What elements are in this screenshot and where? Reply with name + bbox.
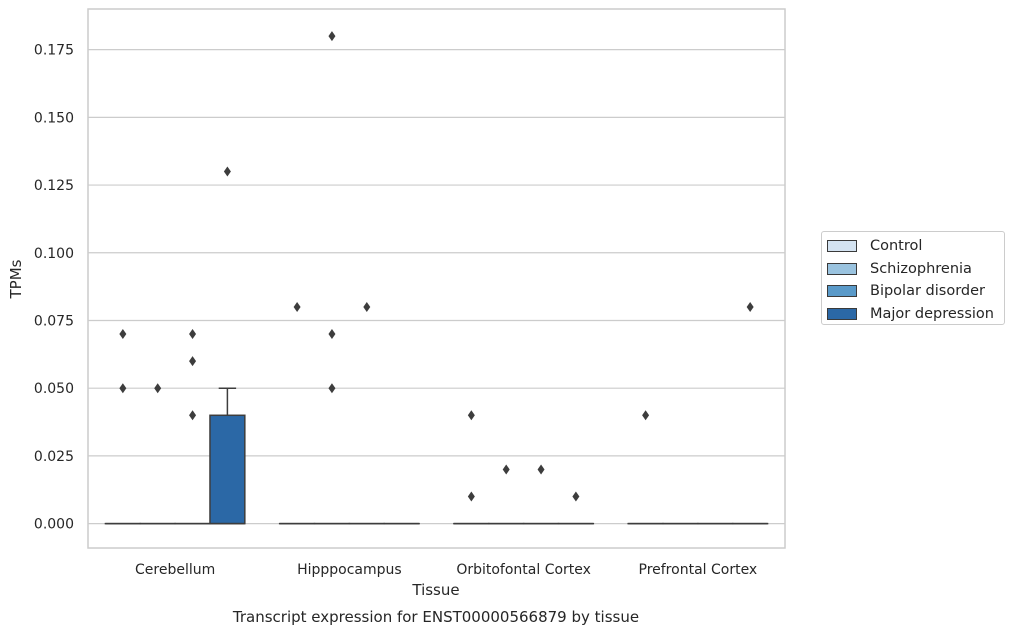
outlier-point bbox=[328, 383, 336, 394]
chart-title: Transcript expression for ENST0000056687… bbox=[232, 608, 639, 626]
legend-label-control: Control bbox=[870, 238, 923, 255]
outlier-point bbox=[467, 410, 475, 421]
outlier-point bbox=[537, 464, 545, 475]
outlier-point bbox=[642, 410, 650, 421]
legend-label-major-depression: Major depression bbox=[870, 305, 994, 322]
x-tick-label: Orbitofontal Cortex bbox=[456, 562, 591, 578]
y-tick-label: 0.150 bbox=[34, 110, 74, 126]
outlier-point bbox=[572, 491, 580, 502]
outlier-point bbox=[189, 356, 197, 367]
legend-swatch-bipolar-disorder bbox=[827, 285, 857, 298]
gridlines bbox=[88, 49, 785, 525]
legend-item-bipolar-disorder: Bipolar disorder bbox=[827, 280, 1004, 303]
legend-swatch-control bbox=[827, 240, 857, 253]
legend: Control Schizophrenia Bipolar disorder M… bbox=[821, 231, 1005, 325]
outlier-point bbox=[467, 491, 475, 502]
x-tick-label: Cerebellum bbox=[135, 562, 215, 578]
box bbox=[209, 414, 246, 525]
boxes bbox=[104, 387, 769, 525]
legend-item-schizophrenia: Schizophrenia bbox=[827, 258, 1004, 281]
y-tick-label: 0.025 bbox=[34, 449, 74, 465]
y-tick-label: 0.125 bbox=[34, 178, 74, 194]
legend-item-major-depression: Major depression bbox=[827, 303, 1004, 326]
y-tick-label: 0.050 bbox=[34, 381, 74, 397]
x-tick-label: Prefrontal Cortex bbox=[639, 562, 758, 578]
outlier-point bbox=[154, 383, 162, 394]
outlier-point bbox=[328, 31, 336, 42]
outlier-point bbox=[189, 410, 197, 421]
legend-label-bipolar-disorder: Bipolar disorder bbox=[870, 283, 985, 300]
legend-label-schizophrenia: Schizophrenia bbox=[870, 260, 972, 277]
y-tick-labels: 0.000 0.025 0.050 0.075 0.100 0.125 0.150 0.175 bbox=[34, 43, 74, 533]
legend-swatch-schizophrenia bbox=[827, 262, 857, 275]
y-tick-label: 0.075 bbox=[34, 313, 74, 329]
outlier-point bbox=[119, 329, 127, 340]
outlier-point bbox=[746, 301, 754, 312]
x-axis-label: Tissue bbox=[411, 581, 459, 599]
outlier-point bbox=[223, 166, 231, 177]
y-tick-label: 0.100 bbox=[34, 246, 74, 262]
outlier-point bbox=[189, 329, 197, 340]
y-tick-label: 0.000 bbox=[34, 517, 74, 533]
outlier-point bbox=[293, 301, 301, 312]
x-tick-labels: Cerebellum Hipppocampus Orbitofontal Corte… bbox=[135, 562, 757, 578]
y-tick-label: 0.175 bbox=[34, 43, 74, 59]
x-tick-label: Hipppocampus bbox=[297, 562, 402, 578]
outlier-point bbox=[119, 383, 127, 394]
outlier-point bbox=[328, 329, 336, 340]
y-axis-label: TPMs bbox=[7, 259, 25, 299]
plot-frame bbox=[87, 8, 786, 549]
outlier-point bbox=[363, 301, 371, 312]
legend-swatch-major-depression bbox=[827, 307, 857, 320]
outliers bbox=[119, 31, 754, 502]
legend-item-control: Control bbox=[827, 235, 1004, 258]
outlier-point bbox=[502, 464, 510, 475]
